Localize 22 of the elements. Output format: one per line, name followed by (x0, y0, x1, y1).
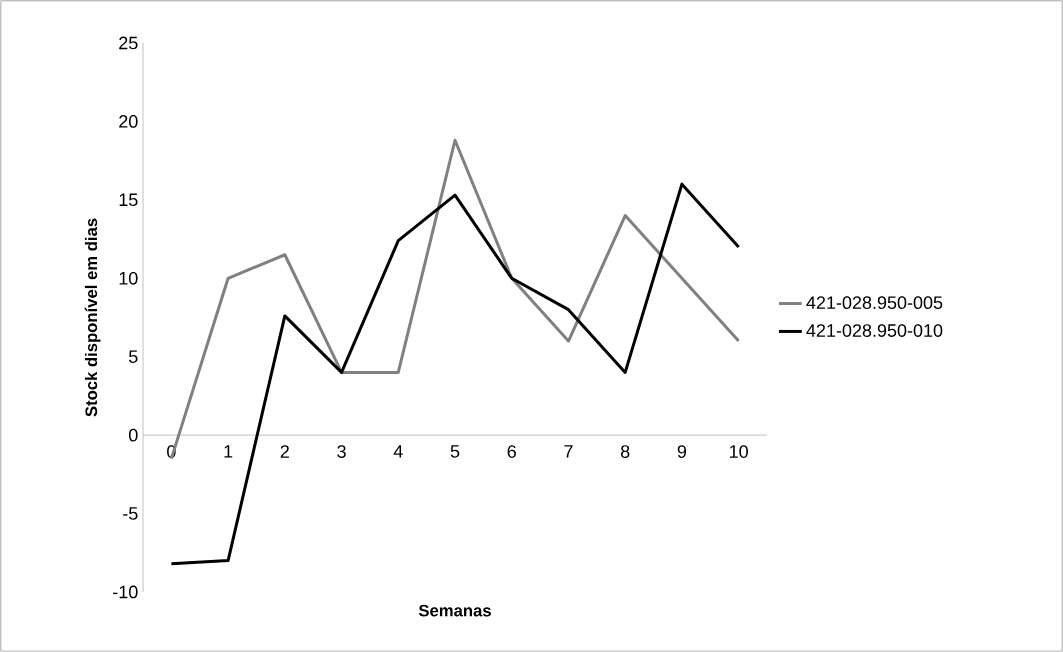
legend-label: 421-028.950-010 (806, 324, 943, 337)
y-tick-label: -10 (113, 585, 138, 599)
x-axis-title: Semanas (418, 604, 491, 617)
x-tick-label: 1 (224, 445, 233, 458)
x-tick-label: 7 (564, 445, 573, 458)
x-tick-label: 8 (620, 445, 630, 458)
y-tick-label: 5 (129, 350, 138, 363)
y-tick-label: -5 (123, 507, 138, 520)
x-tick-label: 4 (393, 445, 403, 458)
y-tick-label: 0 (129, 428, 138, 442)
y-axis-title: Stock disponível em dias (84, 218, 101, 417)
x-tick-label: 2 (280, 445, 289, 458)
x-tick-label: 10 (730, 445, 748, 458)
x-tick-label: 5 (450, 445, 460, 458)
y-tick-label: 25 (119, 36, 138, 50)
legend-label: 421-028.950-005 (806, 296, 943, 309)
x-tick-label: 6 (507, 445, 516, 458)
x-tick-label: 3 (337, 445, 346, 458)
y-tick-label: 20 (119, 115, 138, 128)
x-tick-label: 9 (677, 445, 687, 458)
y-tick-label: 15 (119, 193, 138, 207)
y-tick-label: 10 (119, 271, 138, 285)
